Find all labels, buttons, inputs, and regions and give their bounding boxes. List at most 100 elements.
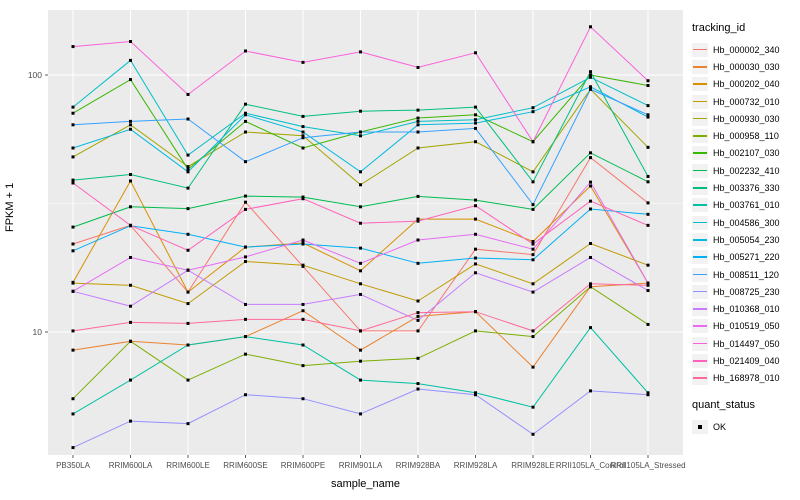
- data-point: [359, 183, 362, 187]
- data-point: [531, 365, 535, 369]
- data-point: [589, 285, 592, 289]
- data-point: [186, 232, 190, 236]
- data-point: [71, 242, 75, 246]
- data-point: [531, 405, 535, 409]
- data-point: [646, 104, 650, 108]
- data-point: [186, 207, 190, 211]
- legend-key: [692, 111, 708, 126]
- data-point: [129, 127, 132, 131]
- data-point: [71, 181, 75, 185]
- data-point: [589, 241, 592, 245]
- legend: tracking_id Hb_000002_340 Hb_000030_030 Hb…: [692, 22, 800, 435]
- data-point: [301, 317, 305, 321]
- x-axis-title: sample_name: [330, 478, 401, 490]
- data-point: [186, 186, 190, 190]
- data-point: [474, 118, 477, 122]
- data-point: [359, 109, 362, 113]
- data-point: [301, 302, 305, 306]
- data-point: [186, 167, 190, 171]
- data-point: [474, 51, 477, 55]
- legend-key: [692, 353, 708, 368]
- data-point: [301, 114, 305, 118]
- data-point: [244, 119, 247, 123]
- data-point: [129, 179, 132, 183]
- legend-item: Hb_000732_010: [692, 93, 800, 110]
- legend-key: [692, 371, 708, 386]
- data-point: [129, 320, 132, 324]
- data-point: [589, 25, 592, 29]
- data-point: [71, 155, 75, 159]
- legend-title-quant-status: quant_status: [692, 398, 755, 411]
- legend-item: Hb_003761_010: [692, 197, 800, 214]
- data-point: [301, 134, 305, 138]
- data-point: [301, 343, 305, 347]
- legend-key: [692, 181, 708, 196]
- legend-item: Hb_168978_010: [692, 370, 800, 387]
- data-point: [531, 282, 535, 286]
- data-point: [359, 348, 362, 352]
- data-point: [416, 299, 420, 303]
- data-point: [186, 321, 190, 325]
- legend-swatch-line: [693, 377, 707, 379]
- data-point: [474, 121, 477, 125]
- legend-item-label: Hb_168978_010: [713, 373, 780, 384]
- data-point: [416, 123, 420, 127]
- data-point: [474, 393, 477, 397]
- data-point: [244, 352, 247, 356]
- data-point: [244, 160, 247, 164]
- data-point: [186, 153, 190, 157]
- data-point: [186, 343, 190, 347]
- data-point: [531, 290, 535, 294]
- data-point: [129, 223, 132, 227]
- data-point: [359, 205, 362, 209]
- data-point: [71, 348, 75, 352]
- data-point: [416, 314, 420, 318]
- x-tick-label: RRII105LA_Control: [555, 461, 626, 470]
- data-point: [71, 397, 75, 401]
- data-point: [474, 262, 477, 266]
- y-axis-title: FPKM + 1: [4, 182, 16, 232]
- data-point: [71, 146, 75, 150]
- data-point: [129, 173, 132, 177]
- data-point: [646, 212, 650, 216]
- data-point: [129, 123, 132, 127]
- legend-item: Hb_000030_030: [692, 58, 800, 75]
- legend-swatch-line: [693, 117, 707, 120]
- data-point: [474, 217, 477, 221]
- data-point: [531, 432, 535, 436]
- legend-swatch-line: [693, 273, 707, 276]
- data-point: [416, 219, 420, 223]
- legend-swatch-line: [693, 100, 707, 103]
- data-point: [589, 87, 592, 91]
- data-point: [71, 178, 75, 182]
- legend-item-label: Hb_010368_010: [713, 304, 780, 315]
- x-tick-label: RRIM901LA: [338, 461, 383, 470]
- data-point: [71, 289, 75, 293]
- data-point: [416, 356, 420, 360]
- legend-swatch-line: [693, 290, 707, 293]
- data-point: [589, 70, 592, 74]
- data-point: [301, 364, 305, 368]
- legend-item: Hb_000930_030: [692, 110, 800, 127]
- x-tick-label: RRIM928BA: [395, 461, 441, 470]
- legend-key: [692, 250, 708, 265]
- data-point: [646, 84, 650, 88]
- data-point: [71, 105, 75, 109]
- data-point: [71, 446, 75, 450]
- data-point: [359, 269, 362, 273]
- data-point: [531, 329, 535, 333]
- data-point: [646, 289, 650, 293]
- legend-item: Hb_010368_010: [692, 300, 800, 317]
- data-point: [416, 146, 420, 150]
- legend-item-label: Hb_002107_030: [713, 148, 780, 159]
- data-point: [646, 115, 650, 119]
- legend-key: [692, 319, 708, 334]
- legend-item-label: Hb_021409_040: [713, 355, 780, 366]
- data-point: [244, 111, 247, 115]
- data-point: [646, 180, 650, 184]
- data-point: [474, 105, 477, 109]
- data-point: [129, 283, 132, 287]
- data-point: [301, 238, 305, 242]
- data-point: [359, 221, 362, 225]
- data-point: [531, 180, 535, 184]
